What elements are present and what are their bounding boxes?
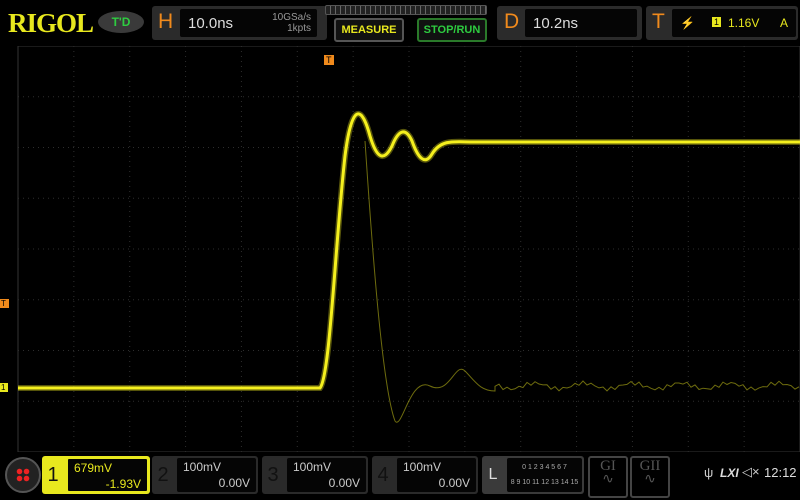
- trigger-position-marker[interactable]: T: [324, 55, 334, 65]
- measure-button[interactable]: MEASURE: [334, 18, 404, 42]
- sample-rate: 10GSa/s: [272, 12, 311, 23]
- channel-3-scale: 100mV: [293, 460, 332, 474]
- channel-2-number: 2: [157, 464, 169, 486]
- delay-value: 10.2ns: [533, 15, 579, 32]
- rising-edge-icon: ⚡: [680, 16, 695, 30]
- logic-analyzer-panel[interactable]: L 0 1 2 3 4 5 6 7 8 9 10 11 12 13 14 15: [482, 456, 584, 494]
- sine-wave-icon: ∿: [644, 472, 656, 487]
- channel-2-scale: 100mV: [183, 460, 222, 474]
- speaker-muted-icon[interactable]: ◁×: [742, 464, 760, 479]
- memory-overview-bar[interactable]: [325, 5, 487, 15]
- delay-label: D: [504, 10, 520, 33]
- timebase-value: 10.0ns: [188, 15, 234, 32]
- memory-depth: 1kpts: [287, 23, 311, 34]
- channel-3-number: 3: [267, 464, 279, 486]
- ch1-ground-marker[interactable]: 1: [0, 383, 9, 392]
- trigger-panel[interactable]: T ⚡ 1 1.16V A: [646, 6, 798, 40]
- usb-icon: ψ: [704, 465, 714, 480]
- trigger-label: T: [652, 10, 665, 33]
- generator-1-button[interactable]: GI ∿: [588, 456, 628, 498]
- generator-1-label: GI: [600, 458, 616, 474]
- channel-1-number: 1: [47, 464, 59, 486]
- ch1-persistence-trace: [364, 140, 800, 423]
- rigol-logo: RIGOL: [8, 8, 94, 38]
- ch1-waveform: [18, 112, 800, 390]
- trigger-status-badge: T'D: [98, 11, 144, 33]
- channel-1-panel[interactable]: 1 679mV -1.93V: [42, 456, 150, 494]
- trigger-source: 1: [712, 17, 722, 27]
- horizontal-panel[interactable]: H 10.0ns 10GSa/s 1kpts: [152, 6, 327, 40]
- channel-3-panel[interactable]: 3 100mV 0.00V: [262, 456, 368, 494]
- clock-time: 12:12: [764, 465, 797, 480]
- channel-4-offset: 0.00V: [438, 476, 470, 490]
- channel-2-offset: 0.00V: [218, 476, 250, 490]
- lxi-icon: LXI: [720, 466, 739, 480]
- trigger-level-marker[interactable]: T: [0, 299, 9, 308]
- logic-channels-row1: 0 1 2 3 4 5 6 7: [522, 464, 567, 471]
- channel-4-number: 4: [377, 464, 389, 486]
- channel-4-scale: 100mV: [403, 460, 442, 474]
- grid-dots-icon: [16, 468, 30, 482]
- sine-wave-icon: ∿: [602, 472, 614, 487]
- horizontal-label: H: [158, 10, 174, 33]
- channel-1-scale: 679mV: [74, 461, 113, 475]
- waveform-display[interactable]: [0, 46, 800, 452]
- navigation-menu-button[interactable]: [5, 457, 41, 493]
- logic-channels-row2: 8 9 10 11 12 13 14 15: [510, 479, 579, 486]
- trigger-level: 1.16V: [728, 16, 760, 30]
- channel-1-offset: -1.93V: [105, 477, 141, 491]
- channel-3-offset: 0.00V: [328, 476, 360, 490]
- channel-2-panel[interactable]: 2 100mV 0.00V: [152, 456, 258, 494]
- generator-2-label: GII: [639, 458, 661, 474]
- logic-label: L: [488, 466, 498, 483]
- stop-run-button[interactable]: STOP/RUN: [417, 18, 487, 42]
- generator-2-button[interactable]: GII ∿: [630, 456, 670, 498]
- delay-panel[interactable]: D 10.2ns: [497, 6, 642, 40]
- trigger-mode: A: [779, 16, 788, 30]
- channel-4-panel[interactable]: 4 100mV 0.00V: [372, 456, 478, 494]
